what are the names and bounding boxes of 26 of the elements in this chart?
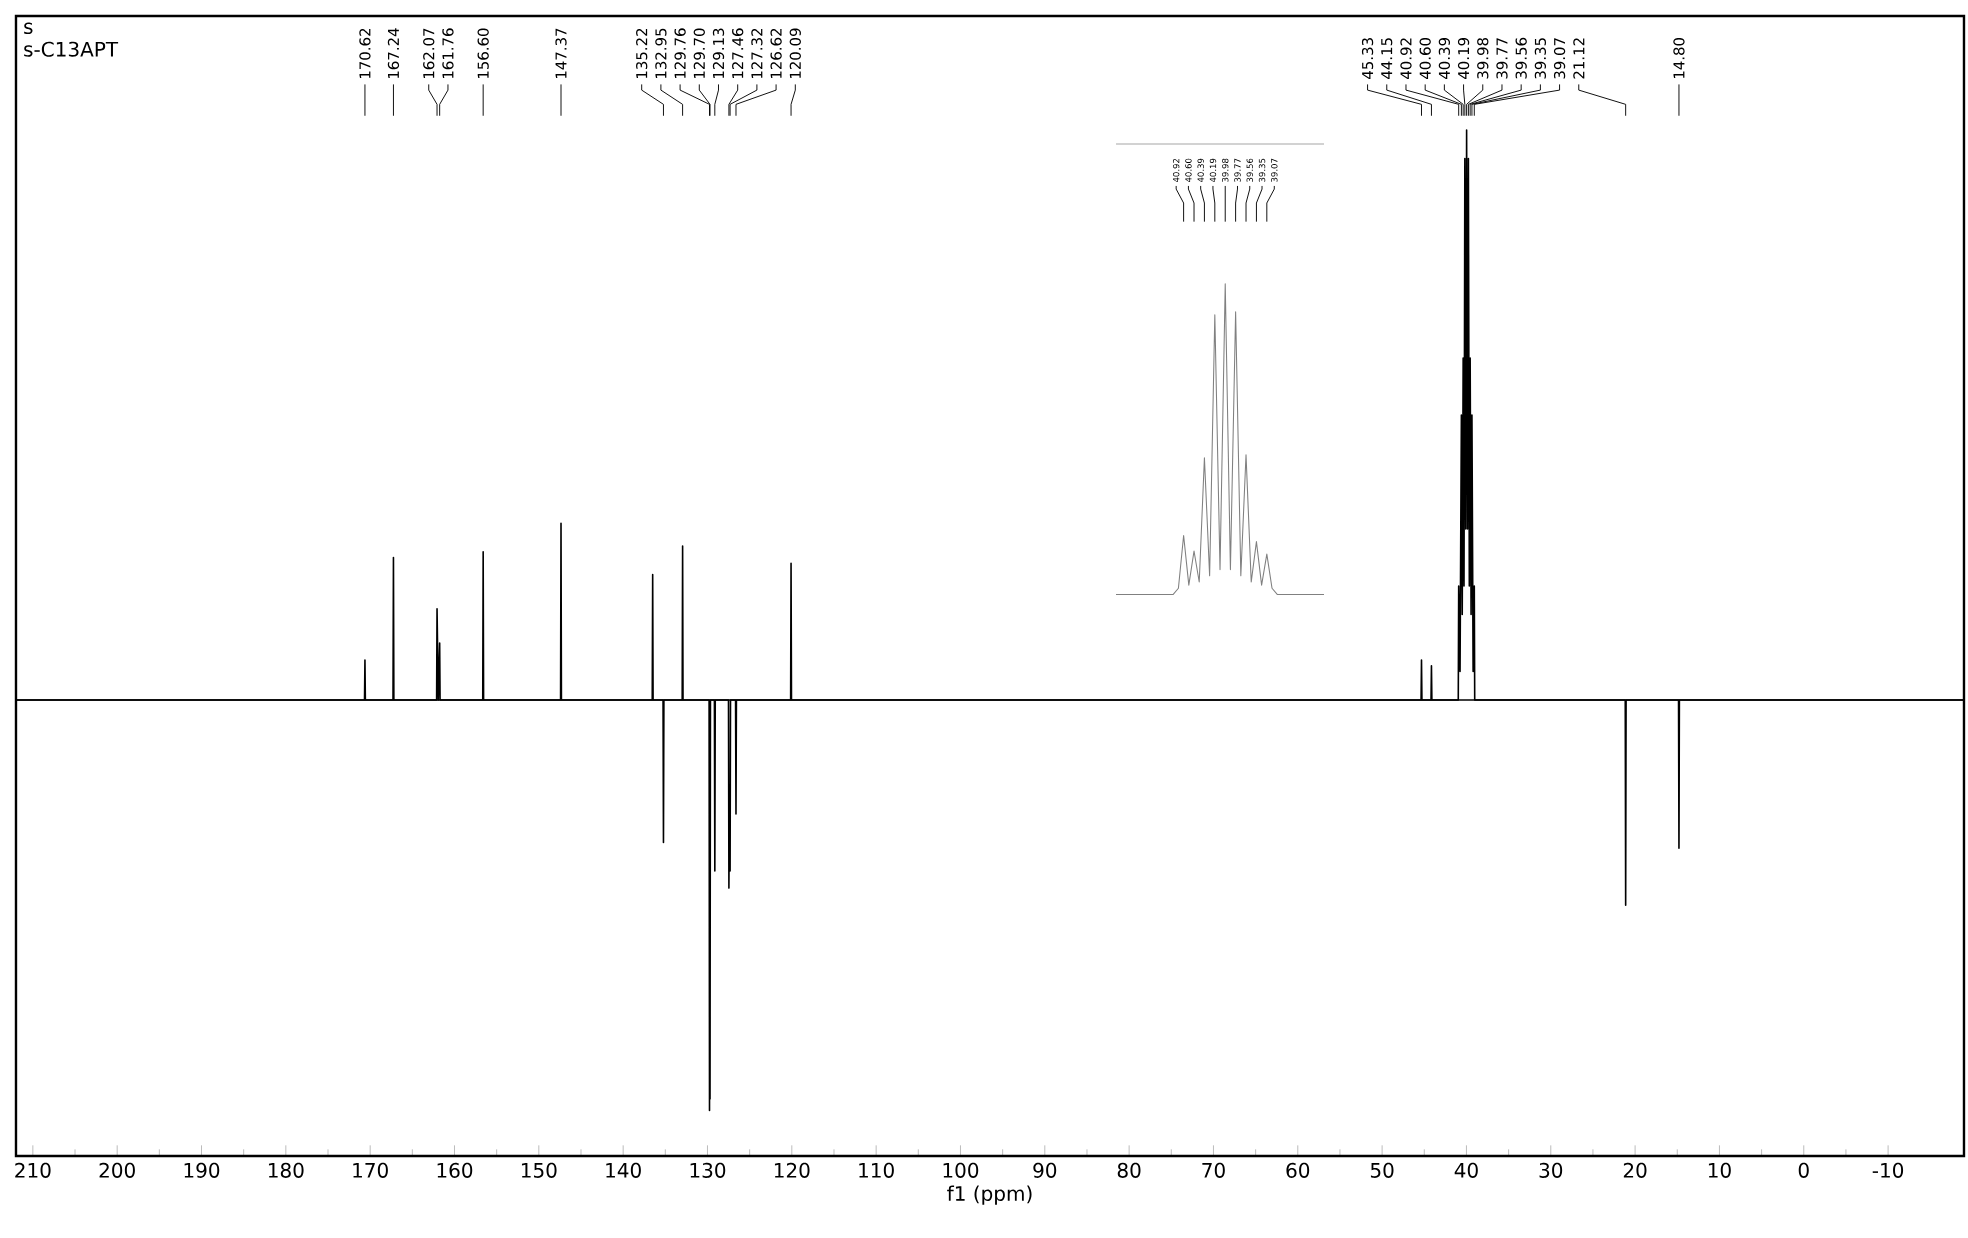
x-tick-label: 180 <box>268 1162 304 1178</box>
x-tick-label: 200 <box>99 1162 135 1178</box>
chart-title: s <box>24 22 33 35</box>
x-tick-label: 10 <box>1708 1162 1731 1178</box>
x-tick-label: 0 <box>1798 1162 1809 1178</box>
x-tick-label: 150 <box>521 1162 557 1178</box>
x-tick-label: 170 <box>353 1162 388 1178</box>
x-tick-label: -10 <box>1872 1162 1904 1178</box>
x-tick-label: 50 <box>1370 1162 1394 1178</box>
x-axis-title: f1 (ppm) <box>947 1185 1032 1205</box>
x-tick-label: 30 <box>1539 1162 1563 1178</box>
x-tick-label: 40 <box>1454 1162 1478 1178</box>
x-tick-label: 20 <box>1623 1162 1647 1178</box>
x-tick-label: 160 <box>437 1162 473 1178</box>
x-tick-label: 100 <box>943 1162 979 1178</box>
x-tick-label: 130 <box>690 1162 726 1178</box>
x-tick-label: 80 <box>1117 1162 1141 1178</box>
x-tick-label: 120 <box>774 1162 810 1178</box>
x-tick-label: 90 <box>1033 1162 1057 1178</box>
x-tick-label: 210 <box>15 1162 51 1178</box>
chart-subtitle: s-C13APT <box>24 41 119 57</box>
x-tick-label: 60 <box>1286 1162 1310 1178</box>
x-tick-label: 110 <box>859 1162 894 1178</box>
x-tick-label: 140 <box>606 1162 641 1178</box>
x-tick-label: 70 <box>1202 1162 1225 1178</box>
x-tick-label: 190 <box>184 1162 220 1178</box>
